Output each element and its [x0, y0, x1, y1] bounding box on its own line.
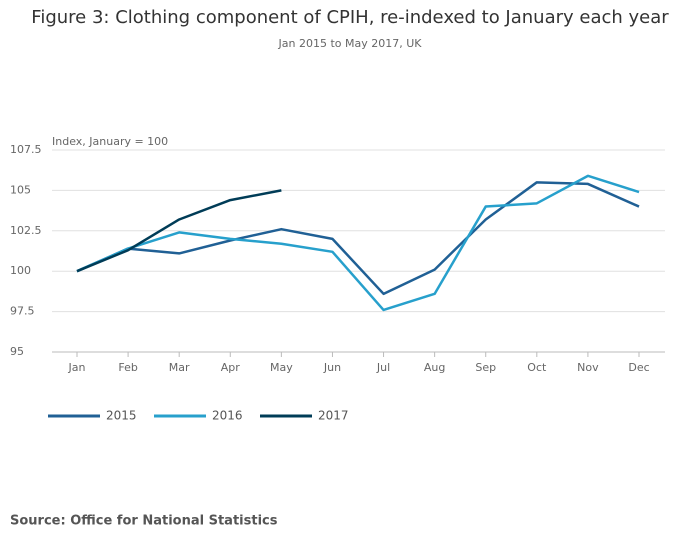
chart-title: Figure 3: Clothing component of CPIH, re… — [31, 7, 669, 28]
x-tick-label: Dec — [628, 361, 649, 374]
x-tick-label: Nov — [577, 361, 599, 374]
legend-label: 2015 — [106, 409, 137, 423]
x-tick-label: Mar — [169, 361, 190, 374]
x-tick-label: Jul — [376, 361, 390, 374]
y-tick-label: 100 — [10, 264, 31, 277]
x-tick-label: Jan — [68, 361, 86, 374]
source: Source: Office for National Statistics — [10, 514, 278, 529]
chart-subtitle: Jan 2015 to May 2017, UK — [278, 37, 423, 50]
x-tick-label: Apr — [221, 361, 241, 374]
y-axis-label: Index, January = 100 — [52, 135, 168, 148]
y-tick-label: 107.5 — [10, 143, 42, 156]
series-line — [76, 174, 640, 312]
y-tick-label: 102.5 — [10, 224, 42, 237]
x-tick-label: Oct — [527, 361, 547, 374]
x-tick-label: May — [270, 361, 293, 374]
x-tick-label: Feb — [118, 361, 137, 374]
x-tick-label: Sep — [475, 361, 496, 374]
legend-label: 2017 — [318, 409, 349, 423]
x-tick-label: Aug — [424, 361, 445, 374]
legend-label: 2016 — [212, 409, 243, 423]
series-line — [76, 189, 282, 273]
y-tick-label: 95 — [10, 345, 24, 358]
series-line — [76, 181, 640, 296]
y-tick-label: 97.5 — [10, 305, 35, 318]
x-tick-label: Jun — [323, 361, 341, 374]
y-tick-label: 105 — [10, 183, 31, 196]
